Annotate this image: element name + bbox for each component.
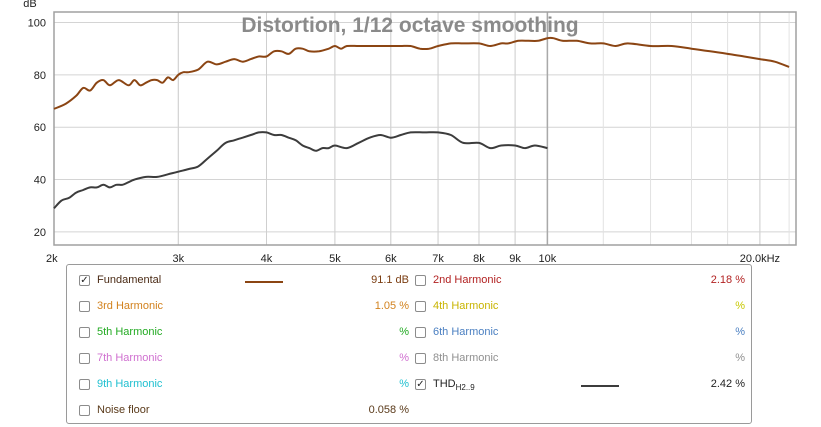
legend-item-4th-harmonic[interactable]: 4th Harmonic % <box>415 297 745 317</box>
4th-harmonic-checkbox[interactable] <box>415 301 426 312</box>
x-tick-label: 3k <box>172 253 184 262</box>
y-tick-label: 20 <box>34 227 46 239</box>
9th-harmonic-checkbox[interactable] <box>79 379 90 390</box>
legend-item-7th-harmonic[interactable]: 7th Harmonic % <box>79 349 409 369</box>
legend-panel: ✓ Fundamental 91.1 dB 2nd Harmonic 2.18 … <box>66 264 752 424</box>
7th-harmonic-checkbox[interactable] <box>79 353 90 364</box>
plot-border <box>53 11 797 246</box>
fundamental-series-line <box>53 36 790 110</box>
thd-checkbox[interactable]: ✓ <box>415 379 426 390</box>
noise-floor-checkbox[interactable] <box>79 405 90 416</box>
legend-label-5th-harmonic: 5th Harmonic <box>97 326 163 338</box>
y-tick-label: 60 <box>34 122 46 134</box>
plot-frame <box>53 11 797 246</box>
y-tick-label: 100 <box>28 17 46 29</box>
legend-label-9th-harmonic: 9th Harmonic <box>97 378 163 390</box>
x-tick-label: 10k <box>539 253 557 262</box>
legend-label-noise-floor: Noise floor <box>97 404 150 416</box>
x-tick-label: 9k <box>509 253 521 262</box>
x-tick-label: 7k <box>432 253 444 262</box>
legend-value-noise-floor: 0.058 % <box>368 404 409 416</box>
6th-harmonic-checkbox[interactable] <box>415 327 426 338</box>
x-tick-label: 2k <box>46 253 58 262</box>
legend-label-6th-harmonic: 6th Harmonic <box>433 326 499 338</box>
legend-value-fundamental: 91.1 dB <box>371 274 409 286</box>
legend-value-8th-harmonic: % <box>735 352 745 364</box>
legend-label-2nd-harmonic: 2nd Harmonic <box>433 274 502 286</box>
y-tick-label: 80 <box>34 70 46 82</box>
legend-item-3rd-harmonic[interactable]: 3rd Harmonic 1.05 % <box>79 297 409 317</box>
3rd-harmonic-checkbox[interactable] <box>79 301 90 312</box>
legend-value-3rd-harmonic: 1.05 % <box>374 300 409 312</box>
legend-item-2nd-harmonic[interactable]: 2nd Harmonic 2.18 % <box>415 271 745 291</box>
distortion-chart: 20 40 60 80 100 2k 3k 4k 5k 6k 7k 8k 9k 10k 20.0kHz dB… <box>23 0 797 262</box>
series-layer <box>53 36 790 210</box>
legend-label-3rd-harmonic: 3rd Harmonic <box>97 300 164 312</box>
y-axis-unit-label: dB <box>23 0 36 10</box>
legend-item-noise-floor[interactable]: Noise floor 0.058 % <box>79 401 409 421</box>
chart-title: Distortion, 1/12 octave smoothing <box>241 14 578 37</box>
legend-value-5th-harmonic: % <box>399 326 409 338</box>
legend-item-5th-harmonic[interactable]: 5th Harmonic % <box>79 323 409 343</box>
thd-series-line <box>53 131 548 210</box>
axis-labels: 20 40 60 80 100 2k 3k 4k 5k 6k 7k 8k 9k 10k 20.0kHz <box>28 17 780 262</box>
legend-value-6th-harmonic: % <box>735 326 745 338</box>
legend-value-4th-harmonic: % <box>735 300 745 312</box>
plot-background <box>54 12 796 245</box>
legend-value-7th-harmonic: % <box>399 352 409 364</box>
legend-item-fundamental[interactable]: ✓ Fundamental 91.1 dB <box>79 271 409 291</box>
legend-label-4th-harmonic: 4th Harmonic <box>433 300 499 312</box>
x-tick-label: 5k <box>329 253 341 262</box>
5th-harmonic-checkbox[interactable] <box>79 327 90 338</box>
grid-lines <box>53 12 796 245</box>
x-tick-label: 6k <box>385 253 397 262</box>
y-tick-label: 40 <box>34 175 46 187</box>
fundamental-checkbox[interactable]: ✓ <box>79 275 90 286</box>
8th-harmonic-checkbox[interactable] <box>415 353 426 364</box>
x-tick-label: 20.0kHz <box>740 253 780 262</box>
legend-label-7th-harmonic: 7th Harmonic <box>97 352 163 364</box>
legend-item-8th-harmonic[interactable]: 8th Harmonic % <box>415 349 745 369</box>
legend-label-8th-harmonic: 8th Harmonic <box>433 352 499 364</box>
x-tick-label: 8k <box>473 253 485 262</box>
thd-label-text: THD <box>433 378 456 390</box>
fundamental-swatch <box>245 281 283 283</box>
legend-item-6th-harmonic[interactable]: 6th Harmonic % <box>415 323 745 343</box>
legend-item-9th-harmonic[interactable]: 9th Harmonic % <box>79 375 409 395</box>
x-tick-label: 4k <box>261 253 273 262</box>
legend-item-thd[interactable]: ✓ THDH2..9 2.42 % <box>415 375 745 395</box>
legend-value-9th-harmonic: % <box>399 378 409 390</box>
thd-swatch <box>581 385 619 387</box>
legend-value-2nd-harmonic: 2.18 % <box>710 274 745 286</box>
legend-label-thd: THDH2..9 <box>433 378 475 392</box>
legend-value-thd: 2.42 % <box>710 378 745 390</box>
thd-label-subscript: H2..9 <box>455 383 475 393</box>
legend-label-fundamental: Fundamental <box>97 274 162 286</box>
2nd-harmonic-checkbox[interactable] <box>415 275 426 286</box>
